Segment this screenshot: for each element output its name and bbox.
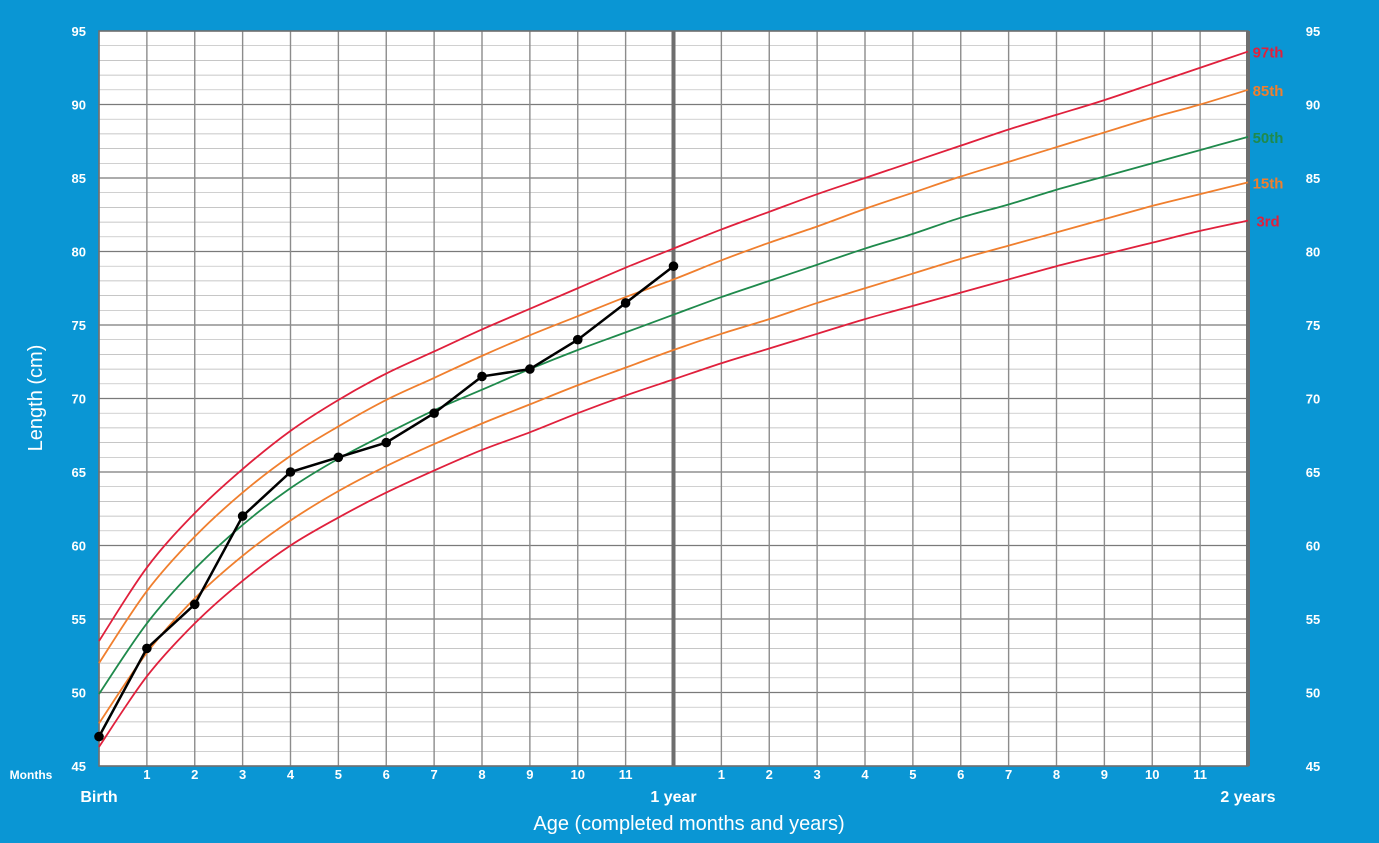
y-tick-label-left: 45 [72, 759, 86, 774]
x-tick-label: 6 [957, 767, 964, 782]
y-tick-label-left: 90 [72, 98, 86, 113]
x-year-label: Birth [80, 789, 117, 806]
series-label-50th: 50th [1253, 130, 1284, 147]
measurement-point [285, 467, 296, 477]
x-axis-title: Age (completed months and years) [533, 813, 844, 835]
y-tick-label-right: 60 [1306, 539, 1320, 554]
y-tick-label-right: 50 [1306, 686, 1320, 701]
measurement-point [333, 452, 344, 463]
series-label-15th: 15th [1253, 175, 1284, 192]
x-tick-label: 11 [619, 767, 633, 782]
measurement-point [381, 437, 392, 448]
y-tick-label-left: 80 [72, 245, 86, 260]
x-tick-label: 4 [287, 767, 295, 782]
y-tick-label-left: 65 [72, 465, 86, 480]
y-tick-label-right: 90 [1306, 98, 1320, 113]
x-tick-label: 4 [861, 767, 869, 782]
measurement-point [477, 371, 487, 382]
x-tick-label: 10 [1145, 767, 1159, 782]
series-line-97th [98, 50, 1249, 642]
x-year-label: 2 years [1220, 789, 1275, 806]
y-tick-label-left: 70 [72, 392, 86, 407]
x-year-label: 1 year [650, 789, 696, 806]
measurement-point [429, 408, 439, 419]
y-tick-label-left: 55 [72, 612, 86, 627]
x-tick-label: 11 [1193, 767, 1207, 782]
x-tick-label: 2 [766, 767, 773, 782]
measurement-series [94, 261, 679, 742]
y-tick-label-left: 50 [72, 686, 86, 701]
x-tick-label: 5 [335, 767, 342, 782]
series-line-3rd [98, 219, 1249, 748]
series-line-50th [98, 135, 1249, 695]
y-tick-label-right: 65 [1306, 465, 1320, 480]
x-tick-label: 3 [814, 767, 821, 782]
series-line-15th [98, 181, 1249, 724]
x-tick-label: 9 [1101, 767, 1108, 782]
x-row-label: Months [10, 768, 53, 782]
measurement-point [668, 261, 679, 272]
series-line-85th [98, 88, 1249, 664]
series-label-3rd: 3rd [1256, 214, 1279, 231]
x-tick-label: 9 [526, 767, 533, 782]
plot-frame [98, 30, 1249, 767]
x-tick-label: 1 [143, 767, 150, 782]
x-tick-label: 6 [383, 767, 390, 782]
y-tick-label-left: 75 [72, 318, 86, 333]
y-tick-label-left: 60 [72, 539, 86, 554]
measurement-point [142, 643, 152, 654]
x-tick-label: 8 [478, 767, 485, 782]
x-tick-label: 7 [1005, 767, 1012, 782]
measurement-point [237, 511, 248, 521]
x-tick-label: 3 [239, 767, 246, 782]
x-tick-label: 5 [909, 767, 916, 782]
y-tick-label-right: 85 [1306, 171, 1320, 186]
y-tick-label-left: 85 [72, 171, 86, 186]
y-axis-title: Length (cm) [25, 345, 47, 452]
y-tick-label-right: 45 [1306, 759, 1320, 774]
y-tick-label-right: 80 [1306, 245, 1320, 260]
y-tick-label-left: 95 [72, 24, 86, 39]
measurement-point [525, 364, 535, 374]
measurement-point [620, 298, 631, 308]
measurement-point [572, 334, 583, 345]
series-label-85th: 85th [1253, 83, 1284, 100]
x-tick-label: 10 [571, 767, 585, 782]
measurement-point [189, 599, 200, 610]
series-label-97th: 97th [1253, 45, 1284, 62]
x-tick-label: 8 [1053, 767, 1060, 782]
y-tick-label-right: 70 [1306, 392, 1320, 407]
x-tick-label: 7 [431, 767, 438, 782]
measurement-point [94, 731, 104, 742]
y-tick-label-right: 75 [1306, 318, 1320, 333]
x-tick-label: 2 [191, 767, 198, 782]
x-tick-label: 1 [718, 767, 725, 782]
y-tick-label-right: 55 [1306, 612, 1320, 627]
y-tick-label-right: 95 [1306, 24, 1320, 39]
percentile-curves [98, 50, 1249, 748]
